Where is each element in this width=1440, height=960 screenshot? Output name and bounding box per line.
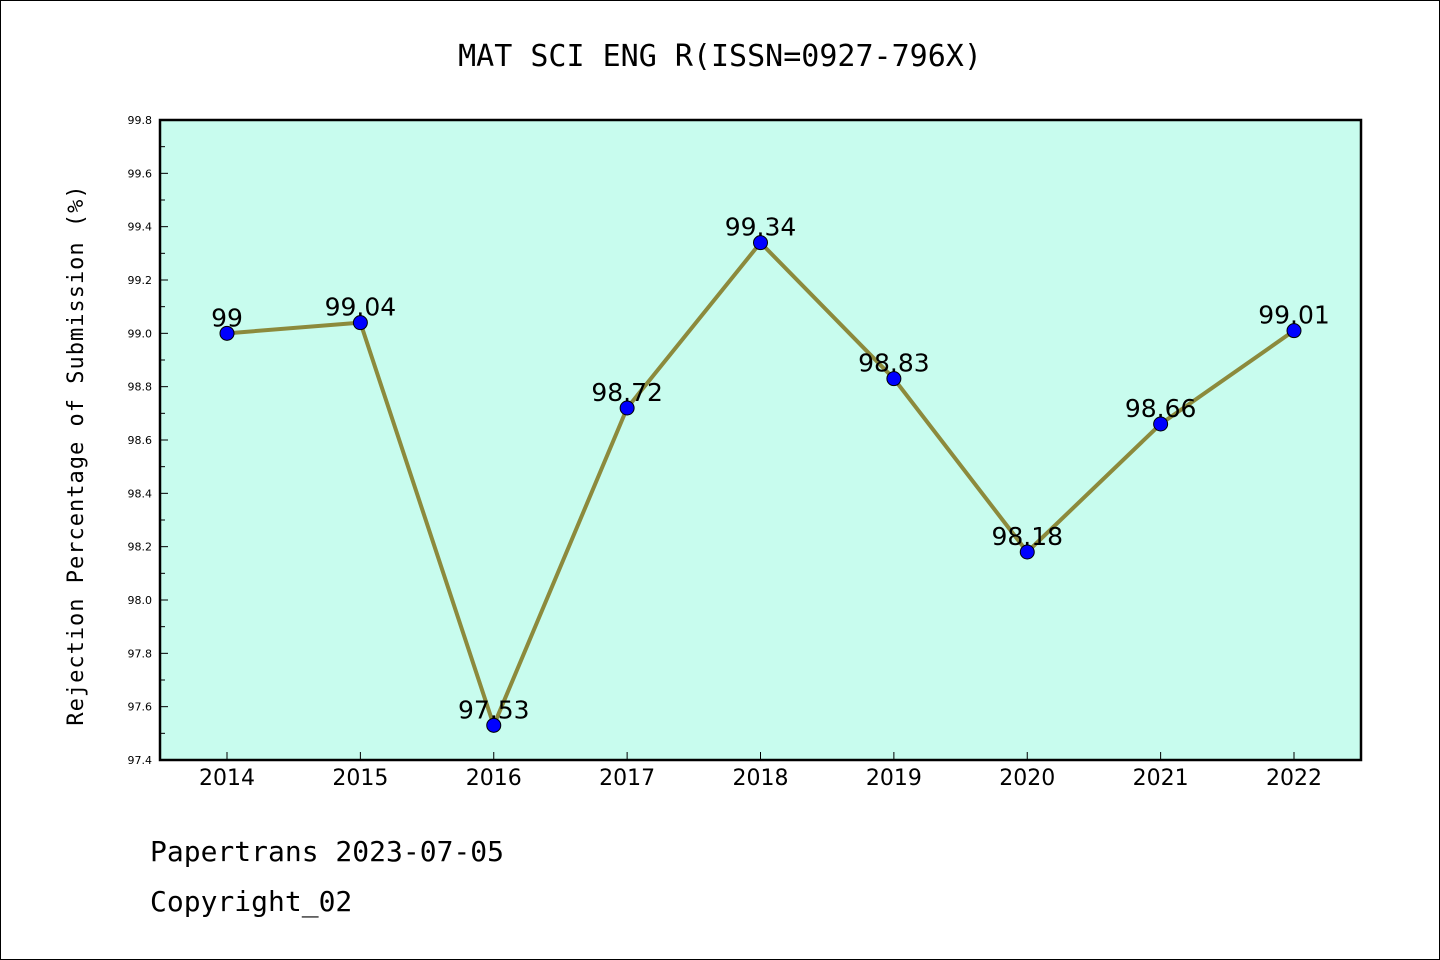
x-tick-label: 2021 xyxy=(1133,766,1189,791)
footer-copyright: Copyright_02 xyxy=(150,885,353,918)
y-tick-label: 99.8 xyxy=(128,114,153,127)
x-tick-label: 2019 xyxy=(866,766,922,791)
y-tick-label: 98.0 xyxy=(128,594,153,607)
y-tick-label: 97.8 xyxy=(128,647,153,660)
chart-title: MAT SCI ENG R(ISSN=0927-796X) xyxy=(458,39,982,74)
data-label: 97.53 xyxy=(458,695,530,724)
x-tick-label: 2016 xyxy=(466,766,522,791)
y-tick-label: 98.2 xyxy=(128,541,153,554)
data-point xyxy=(619,400,635,416)
y-tick-label: 98.6 xyxy=(128,434,153,447)
data-point xyxy=(1286,323,1302,339)
data-point xyxy=(352,315,368,331)
y-tick-label: 97.6 xyxy=(128,701,153,714)
data-label: 99.04 xyxy=(325,293,397,322)
x-axis: 2014 2015 2016 2017 2018 2019 2020 2021 2022 xyxy=(199,752,1322,791)
data-label: 98.83 xyxy=(858,349,930,378)
data-point xyxy=(219,325,235,341)
plot-border xyxy=(158,118,1363,762)
data-label: 99.34 xyxy=(725,213,797,242)
data-label: 99.01 xyxy=(1258,301,1330,330)
y-axis-label: Rejection Percentage of Submission (%) xyxy=(64,184,89,725)
y-tick-label: 97.4 xyxy=(128,754,153,767)
data-point xyxy=(1153,416,1169,432)
y-axis: 97.4 97.6 97.8 98.0 98.2 98.4 98.6 98.8 99.0 99.2… xyxy=(128,114,168,767)
x-tick-label: 2018 xyxy=(733,766,789,791)
x-tick-label: 2022 xyxy=(1266,766,1322,791)
data-point xyxy=(1019,544,1035,560)
plot-area xyxy=(160,120,1361,760)
y-tick-label: 99.6 xyxy=(128,167,153,180)
y-tick-label: 98.8 xyxy=(128,381,153,394)
y-tick-label: 99.0 xyxy=(128,327,153,340)
data-point xyxy=(886,371,902,387)
y-tick-label: 99.4 xyxy=(128,221,153,234)
series-markers xyxy=(219,235,1302,733)
data-point xyxy=(753,235,768,251)
y-tick-label: 98.4 xyxy=(128,487,153,500)
data-point xyxy=(486,717,502,733)
footer-date: Papertrans 2023-07-05 xyxy=(150,835,505,868)
data-label: 98.18 xyxy=(991,522,1063,551)
x-tick-label: 2017 xyxy=(599,766,655,791)
data-label: 99 xyxy=(211,303,243,332)
x-tick-label: 2014 xyxy=(199,766,255,791)
data-labels: 99 99.04 97.53 98.72 99.34 98.83 98.18 98.66 99.… xyxy=(211,213,1330,725)
y-tick-label: 99.2 xyxy=(128,274,153,287)
x-tick-label: 2020 xyxy=(999,766,1055,791)
data-label: 98.72 xyxy=(591,378,663,407)
data-label: 98.66 xyxy=(1125,394,1197,423)
x-tick-label: 2015 xyxy=(332,766,388,791)
